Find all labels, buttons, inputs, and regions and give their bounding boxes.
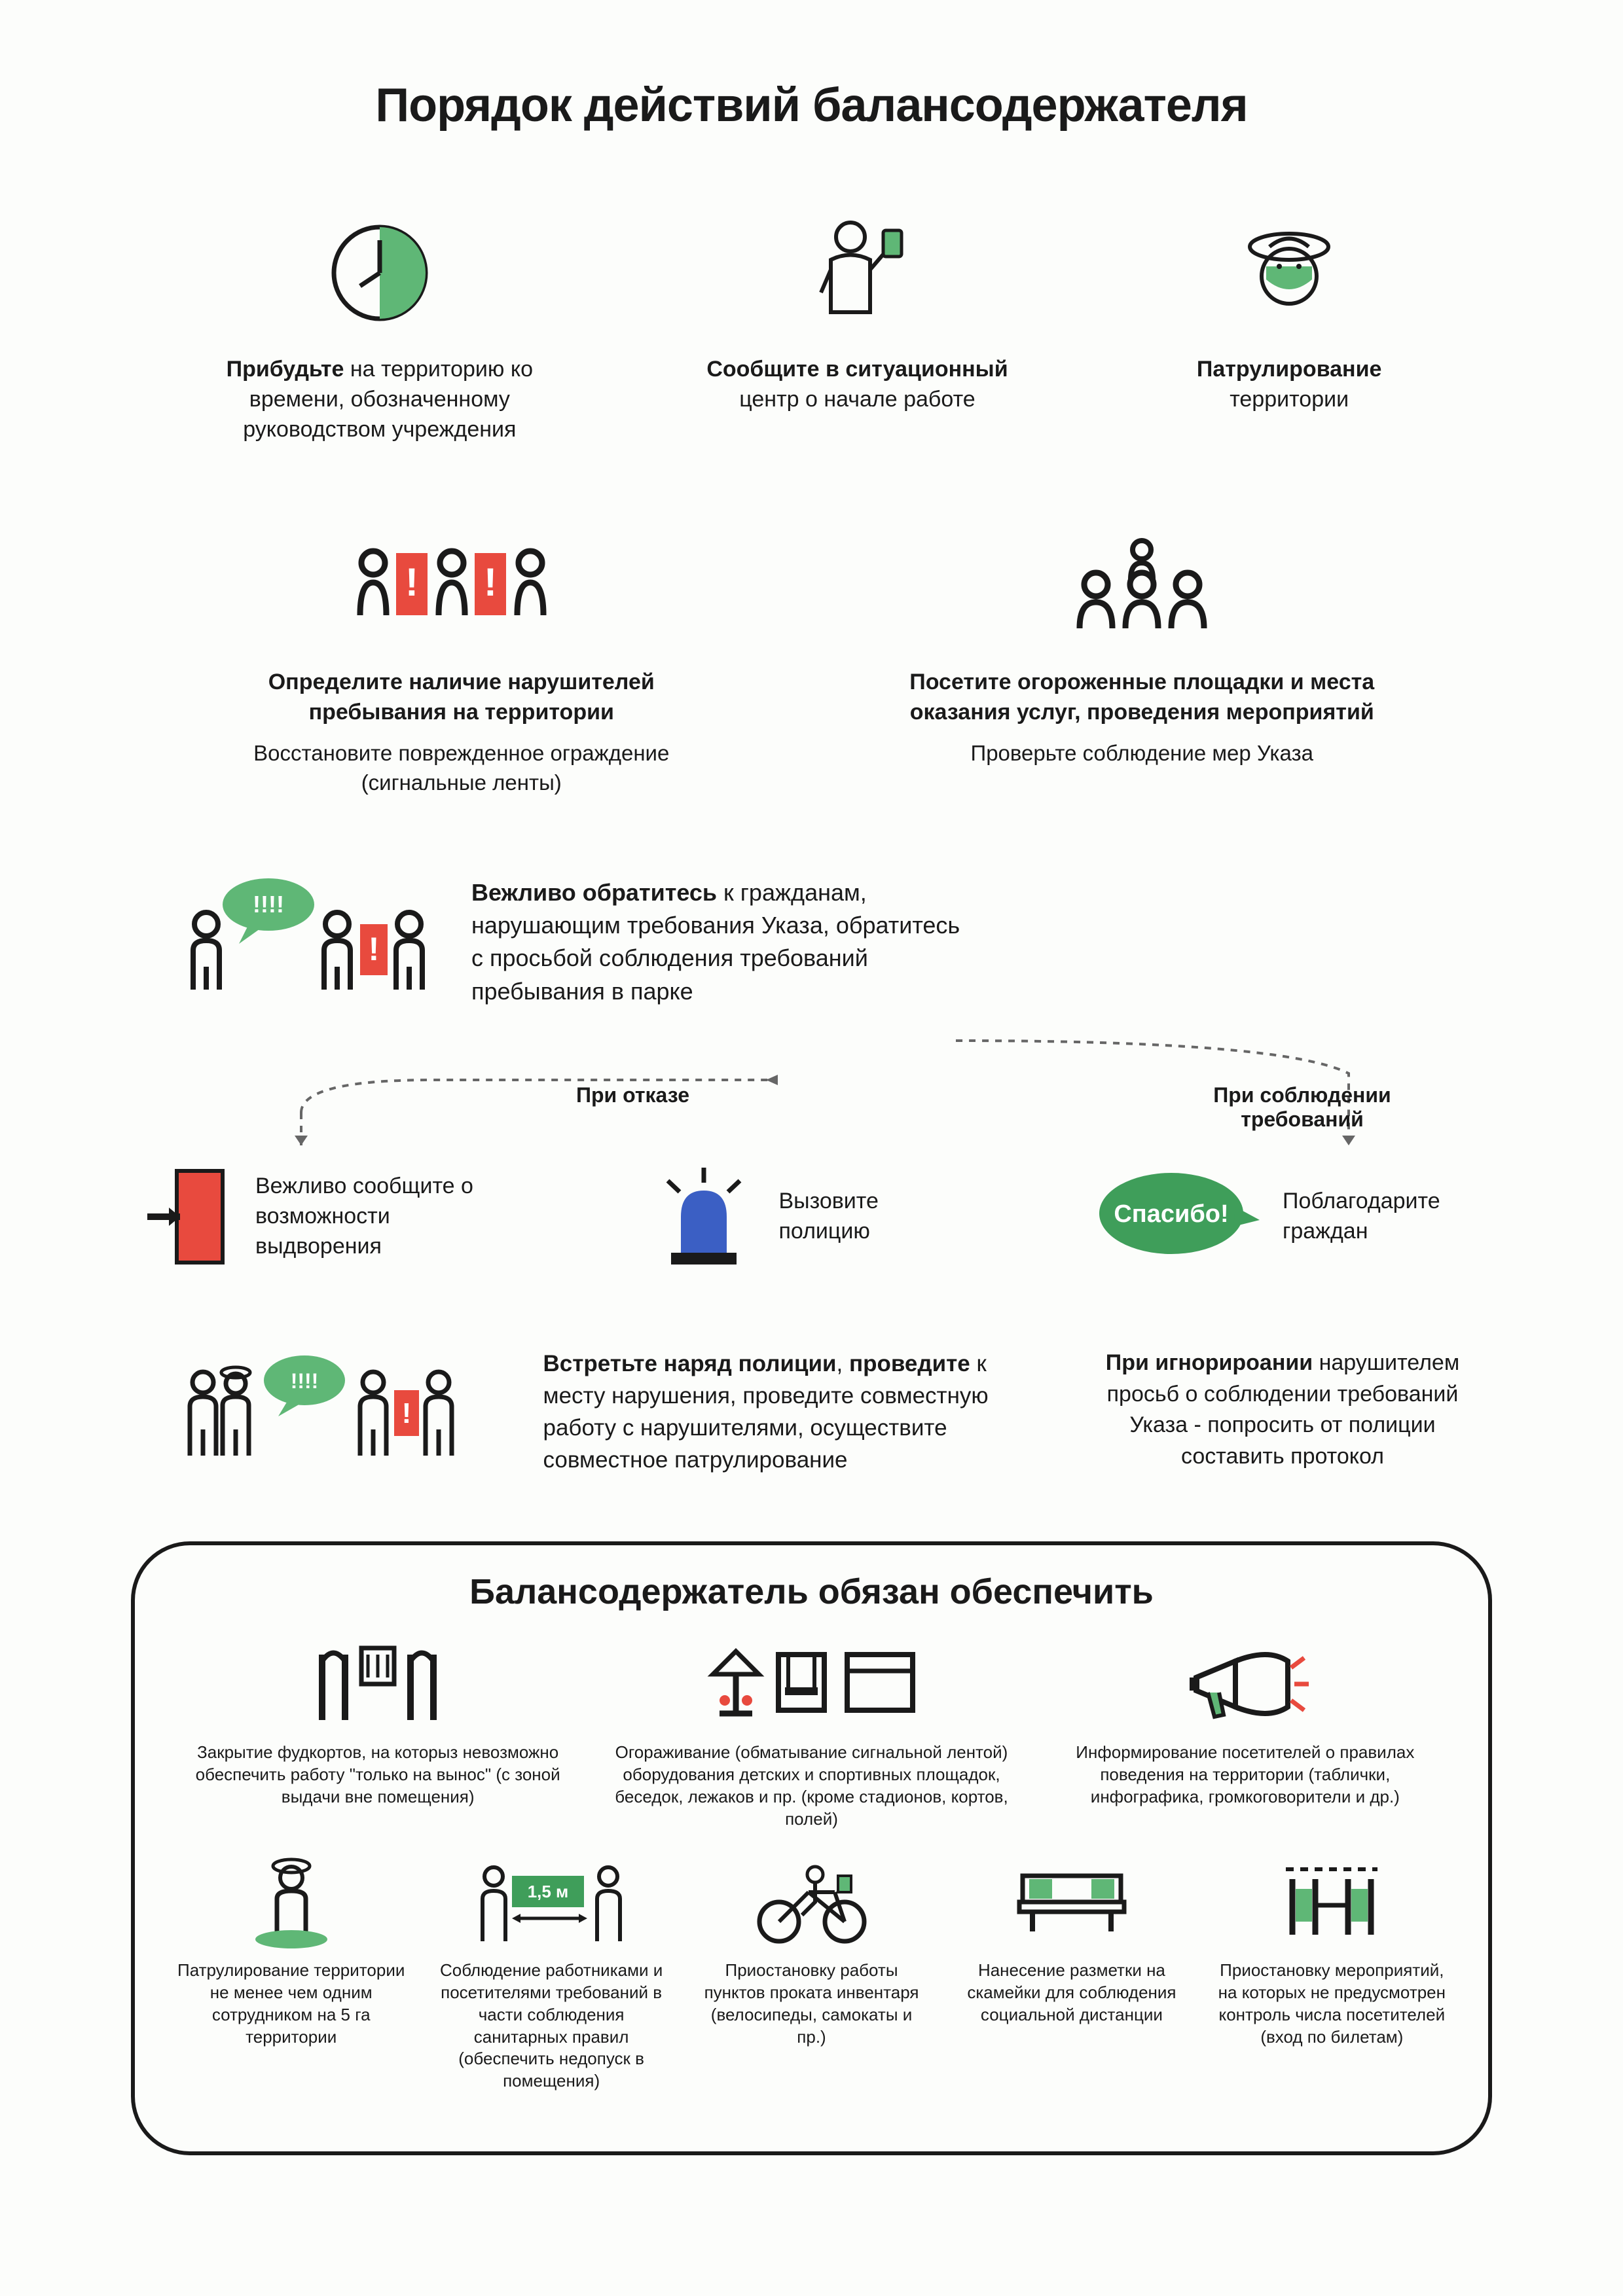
box-foodcourt: Закрытие фудкортов, на которыз невозможн… xyxy=(174,1638,581,1830)
box-sanitary: 1,5 м Соблюдение работниками и посетител… xyxy=(434,1856,668,2092)
svg-text:!!!!: !!!! xyxy=(253,891,284,918)
row-1: Прибудьте на территорию ко времени, обоз… xyxy=(131,211,1492,445)
svg-text:!: ! xyxy=(402,1397,412,1429)
cell-violators-bold: Определите наличие нарушителей пребывани… xyxy=(226,668,697,728)
people-alert-icon: ! ! xyxy=(350,524,573,648)
flow-refuse-label: При отказе xyxy=(576,1083,689,1132)
cell-arrive: Прибудьте на территорию ко времени, обоз… xyxy=(203,211,556,445)
box-patrol-staff-text: Патрулирование территории не менее чем о… xyxy=(174,1960,408,2048)
exit-door-icon xyxy=(144,1164,236,1269)
megaphone-icon xyxy=(1183,1638,1307,1730)
siren-icon xyxy=(648,1164,759,1269)
cell-patrol-text: Патрулирование территории xyxy=(1158,355,1420,415)
box-benches-text: Нанесение разметки на скамейки для соблю… xyxy=(955,1960,1188,2026)
flow-thanks-text: Поблагодарите граждан xyxy=(1283,1187,1479,1247)
svg-text:1,5 м: 1,5 м xyxy=(528,1882,569,1901)
flow-expel-text: Вежливо сообщите о возможности выдворени… xyxy=(255,1172,478,1262)
turnstile-icon xyxy=(1273,1856,1391,1948)
box-events: Приостановку мероприятий, на которых не … xyxy=(1215,1856,1449,2092)
svg-text:!!!!: !!!! xyxy=(291,1369,319,1393)
row-2: ! ! Определите наличие нарушителей пребы… xyxy=(131,524,1492,798)
box-fence: Огораживание (обматывание сигнальной лен… xyxy=(608,1638,1015,1830)
flow-expel: Вежливо сообщите о возможности выдворени… xyxy=(144,1164,478,1269)
box-rental: Приостановку работы пунктов проката инве… xyxy=(695,1856,928,2092)
box-events-text: Приостановку мероприятий, на которых не … xyxy=(1215,1960,1449,2048)
guard-standing-icon xyxy=(246,1856,337,1948)
cell-violators-sub: Восстановите поврежденное ограждение (си… xyxy=(226,739,697,797)
flow-top-text: Вежливо обратитесь к гражданам, нарушающ… xyxy=(471,876,969,1009)
bench-icon xyxy=(1013,1856,1131,1948)
foodcourt-gate-icon xyxy=(306,1638,450,1730)
flow-thanks: Спасибо! Поблагодарите граждан xyxy=(1093,1164,1479,1269)
box-inform-text: Информирование посетителей о правилах по… xyxy=(1042,1742,1449,1808)
cell-visit: Посетите огороженные площадки и места ок… xyxy=(886,524,1397,798)
box-title: Балансодержатель обязан обеспечить xyxy=(174,1571,1449,1612)
flow-section: !!!! ! Вежливо обратитесь к гражданам, н… xyxy=(131,876,1492,1270)
svg-text:!: ! xyxy=(369,931,380,967)
box-sanitary-text: Соблюдение работниками и посетителями тр… xyxy=(434,1960,668,2092)
obligations-box: Балансодержатель обязан обеспечить Закры… xyxy=(131,1541,1492,2155)
svg-text:!: ! xyxy=(405,560,418,604)
cell-arrive-text: Прибудьте на территорию ко времени, обоз… xyxy=(203,355,556,445)
svg-text:!: ! xyxy=(484,560,497,604)
box-patrol-staff: Патрулирование территории не менее чем о… xyxy=(174,1856,408,2092)
box-fence-text: Огораживание (обматывание сигнальной лен… xyxy=(608,1742,1015,1830)
svg-text:Спасибо!: Спасибо! xyxy=(1114,1200,1228,1228)
box-inform: Информирование посетителей о правилах по… xyxy=(1042,1638,1449,1830)
police-row: !!!! ! Встретьте наряд полиции, проведит… xyxy=(131,1348,1492,1476)
cell-patrol: Патрулирование территории xyxy=(1158,211,1420,445)
distance-icon: 1,5 м xyxy=(476,1856,627,1948)
cell-report-text: Сообщите в ситуационный центр о начале р… xyxy=(700,355,1014,415)
cell-visit-bold: Посетите огороженные площадки и места ок… xyxy=(886,668,1397,728)
police-right-text: При игнорироании нарушителем просьб о со… xyxy=(1099,1348,1466,1472)
police-group-icon: !!!! ! xyxy=(183,1348,458,1475)
thanks-bubble-icon: Спасибо! xyxy=(1093,1164,1263,1269)
box-rental-text: Приостановку работы пунктов проката инве… xyxy=(695,1960,928,2048)
box-benches: Нанесение разметки на скамейки для соблю… xyxy=(955,1856,1188,2092)
cell-report: Сообщите в ситуационный центр о начале р… xyxy=(700,211,1014,445)
flow-comply-label: При соблюдении требований xyxy=(1191,1083,1413,1132)
cell-violators: ! ! Определите наличие нарушителей пребы… xyxy=(226,524,697,798)
box-foodcourt-text: Закрытие фудкортов, на которыз невозможн… xyxy=(174,1742,581,1808)
flow-police-text: Вызовите полицию xyxy=(779,1187,923,1247)
page-title: Порядок действий балансодержателя xyxy=(131,79,1492,132)
person-phone-icon xyxy=(805,211,909,335)
playground-fence-icon xyxy=(700,1638,922,1730)
people-group-icon xyxy=(1063,524,1220,648)
police-left-text: Встретьте наряд полиции, проведите к мес… xyxy=(543,1348,1015,1476)
flow-police: Вызовите полицию xyxy=(648,1164,923,1269)
clock-icon xyxy=(327,211,432,335)
bicycle-icon xyxy=(753,1856,871,1948)
people-talk-icon: !!!! ! xyxy=(183,878,432,1006)
cell-visit-sub: Проверьте соблюдение мер Указа xyxy=(970,739,1313,768)
guard-icon xyxy=(1237,211,1341,335)
